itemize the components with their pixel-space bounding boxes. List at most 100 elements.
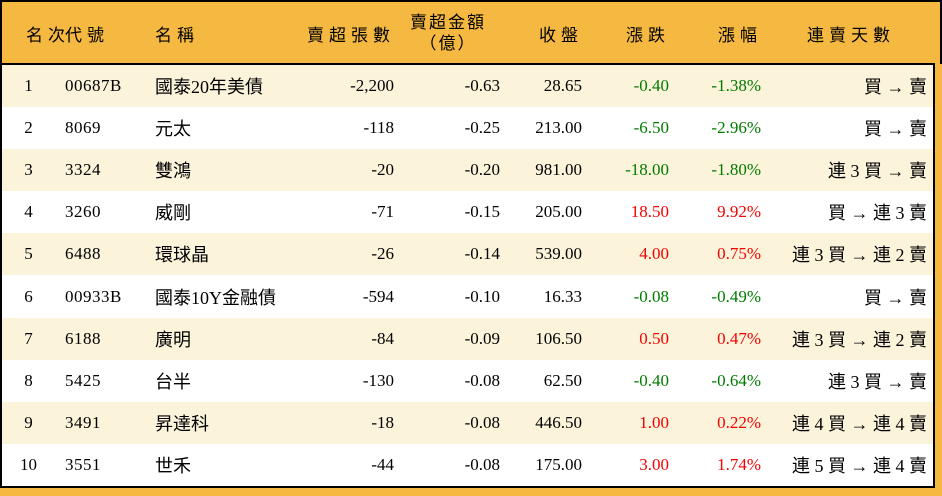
table-row: 2 8069 元太 -118 -0.25 213.00 -6.50 -2.96% 買 → 賣 bbox=[2, 107, 933, 150]
sell-amount-cell: -0.20 bbox=[464, 160, 500, 180]
close-cell: 205.00 bbox=[535, 202, 582, 222]
change-cell: -18.00 bbox=[625, 160, 669, 180]
pct-cell: 0.22% bbox=[717, 412, 761, 432]
close-cell: 539.00 bbox=[535, 244, 582, 264]
close-cell: 16.33 bbox=[543, 286, 582, 306]
code-cell: 3260 bbox=[65, 202, 101, 222]
table-body: 1 00687B 國泰20年美債 -2,200 -0.63 28.65 -0.40 -1.38… bbox=[0, 63, 935, 488]
close-cell: 62.50 bbox=[543, 370, 582, 390]
name-cell: 雙鴻 bbox=[155, 161, 191, 182]
sell-amount-cell: -0.14 bbox=[464, 244, 500, 264]
sell-amount-cell: -0.08 bbox=[464, 370, 500, 390]
streak-cell: 買 → 賣 bbox=[864, 77, 927, 98]
code-cell: 3324 bbox=[65, 160, 101, 180]
sell-volume-cell: -2,200 bbox=[350, 76, 394, 96]
name-cell: 台半 bbox=[155, 371, 191, 392]
name-cell: 國泰20年美債 bbox=[155, 77, 263, 98]
header-code: 代號 bbox=[65, 25, 109, 45]
sell-volume-cell: -118 bbox=[363, 118, 394, 138]
sell-volume-cell: -20 bbox=[371, 160, 394, 180]
sell-volume-cell: -18 bbox=[371, 412, 394, 432]
code-cell: 8069 bbox=[65, 118, 101, 138]
change-cell: -0.08 bbox=[633, 286, 669, 306]
table-row: 4 3260 威剛 -71 -0.15 205.00 18.50 9.92% 買 → 連 3 賣 bbox=[2, 191, 933, 234]
streak-cell: 連 3 買 → 賣 bbox=[828, 161, 927, 182]
streak-cell: 連 4 買 → 連 4 賣 bbox=[792, 413, 927, 434]
name-cell: 昇達科 bbox=[155, 413, 209, 434]
close-cell: 213.00 bbox=[535, 118, 582, 138]
table-row: 8 5425 台半 -130 -0.08 62.50 -0.40 -0.64% 連 3 買 → … bbox=[2, 359, 933, 402]
header-close: 收盤 bbox=[539, 25, 583, 45]
close-cell: 28.65 bbox=[543, 76, 582, 96]
pct-cell: 9.92% bbox=[717, 202, 761, 222]
header-sell-volume: 賣超張數 bbox=[307, 25, 395, 45]
table-row: 9 3491 昇達科 -18 -0.08 446.50 1.00 0.22% 連 4 買 → 連… bbox=[2, 401, 933, 444]
pct-cell: -0.49% bbox=[711, 286, 761, 306]
sell-amount-cell: -0.15 bbox=[464, 202, 500, 222]
change-cell: 18.50 bbox=[630, 202, 669, 222]
header-sell-amount-line1: 賣超金額 bbox=[410, 13, 486, 32]
sell-amount-cell: -0.08 bbox=[464, 412, 500, 432]
table-row: 1 00687B 國泰20年美債 -2,200 -0.63 28.65 -0.40 -1.38… bbox=[2, 65, 933, 108]
streak-cell: 買 → 賣 bbox=[864, 287, 927, 308]
change-cell: 3.00 bbox=[639, 454, 669, 474]
code-cell: 6488 bbox=[65, 244, 101, 264]
rank-cell: 10 bbox=[20, 454, 37, 474]
rank-cell: 8 bbox=[24, 370, 33, 390]
name-cell: 世禾 bbox=[155, 455, 191, 476]
code-cell: 3491 bbox=[65, 412, 101, 432]
change-cell: -0.40 bbox=[633, 370, 669, 390]
code-cell: 5425 bbox=[65, 370, 101, 390]
sell-amount-cell: -0.08 bbox=[464, 454, 500, 474]
code-cell: 00933B bbox=[65, 286, 122, 306]
sell-amount-cell: -0.25 bbox=[464, 118, 500, 138]
sell-volume-cell: -26 bbox=[371, 244, 394, 264]
sell-amount-cell: -0.10 bbox=[464, 286, 500, 306]
rank-cell: 7 bbox=[24, 328, 33, 348]
table-row: 6 00933B 國泰10Y金融債 -594 -0.10 16.33 -0.08 -0.49%… bbox=[2, 275, 933, 318]
sell-volume-cell: -44 bbox=[371, 454, 394, 474]
name-cell: 廣明 bbox=[155, 329, 191, 350]
name-cell: 威剛 bbox=[155, 203, 191, 224]
table-row: 10 3551 世禾 -44 -0.08 175.00 3.00 1.74% 連 5 買 → 連… bbox=[2, 443, 933, 486]
table-row: 7 6188 廣明 -84 -0.09 106.50 0.50 0.47% 連 3 買 → 連 … bbox=[2, 317, 933, 360]
pct-cell: -2.96% bbox=[711, 118, 761, 138]
change-cell: 0.50 bbox=[639, 328, 669, 348]
header-name: 名稱 bbox=[155, 25, 199, 45]
close-cell: 446.50 bbox=[535, 412, 582, 432]
streak-cell: 買 → 賣 bbox=[864, 119, 927, 140]
name-cell: 國泰10Y金融債 bbox=[155, 287, 276, 308]
rank-cell: 3 bbox=[24, 160, 33, 180]
table-row: 3 3324 雙鴻 -20 -0.20 981.00 -18.00 -1.80% 連 3 買 →… bbox=[2, 149, 933, 192]
close-cell: 106.50 bbox=[535, 328, 582, 348]
table-row: 5 6488 環球晶 -26 -0.14 539.00 4.00 0.75% 連 3 買 → 連… bbox=[2, 233, 933, 276]
header-sell-amount: 賣超金額 （億） bbox=[395, 12, 501, 54]
change-cell: -6.50 bbox=[633, 118, 669, 138]
header-streak: 連賣天數 bbox=[807, 25, 895, 45]
code-cell: 00687B bbox=[65, 76, 122, 96]
streak-cell: 連 3 買 → 連 2 賣 bbox=[792, 245, 927, 266]
sell-volume-cell: -130 bbox=[362, 370, 394, 390]
sell-amount-cell: -0.09 bbox=[464, 328, 500, 348]
change-cell: -0.40 bbox=[633, 76, 669, 96]
pct-cell: -0.64% bbox=[711, 370, 761, 390]
header-pct: 漲幅 bbox=[718, 25, 762, 45]
rank-cell: 5 bbox=[24, 244, 33, 264]
code-cell: 6188 bbox=[65, 328, 101, 348]
rank-cell: 9 bbox=[24, 412, 33, 432]
streak-cell: 買 → 連 3 賣 bbox=[828, 203, 927, 224]
header-rank: 名次 bbox=[26, 25, 70, 45]
streak-cell: 連 3 買 → 連 2 賣 bbox=[792, 329, 927, 350]
sell-volume-cell: -71 bbox=[371, 202, 394, 222]
pct-cell: 0.75% bbox=[717, 244, 761, 264]
pct-cell: 1.74% bbox=[717, 454, 761, 474]
pct-cell: -1.38% bbox=[711, 76, 761, 96]
sell-volume-cell: -84 bbox=[371, 328, 394, 348]
name-cell: 環球晶 bbox=[155, 245, 209, 266]
close-cell: 175.00 bbox=[535, 454, 582, 474]
table-header-row: 名次 代號 名稱 賣超張數 賣超金額 （億） 收盤 漲跌 漲幅 連賣天數 bbox=[0, 0, 942, 64]
header-sell-amount-line2: （億） bbox=[419, 34, 477, 53]
close-cell: 981.00 bbox=[535, 160, 582, 180]
pct-cell: -1.80% bbox=[711, 160, 761, 180]
